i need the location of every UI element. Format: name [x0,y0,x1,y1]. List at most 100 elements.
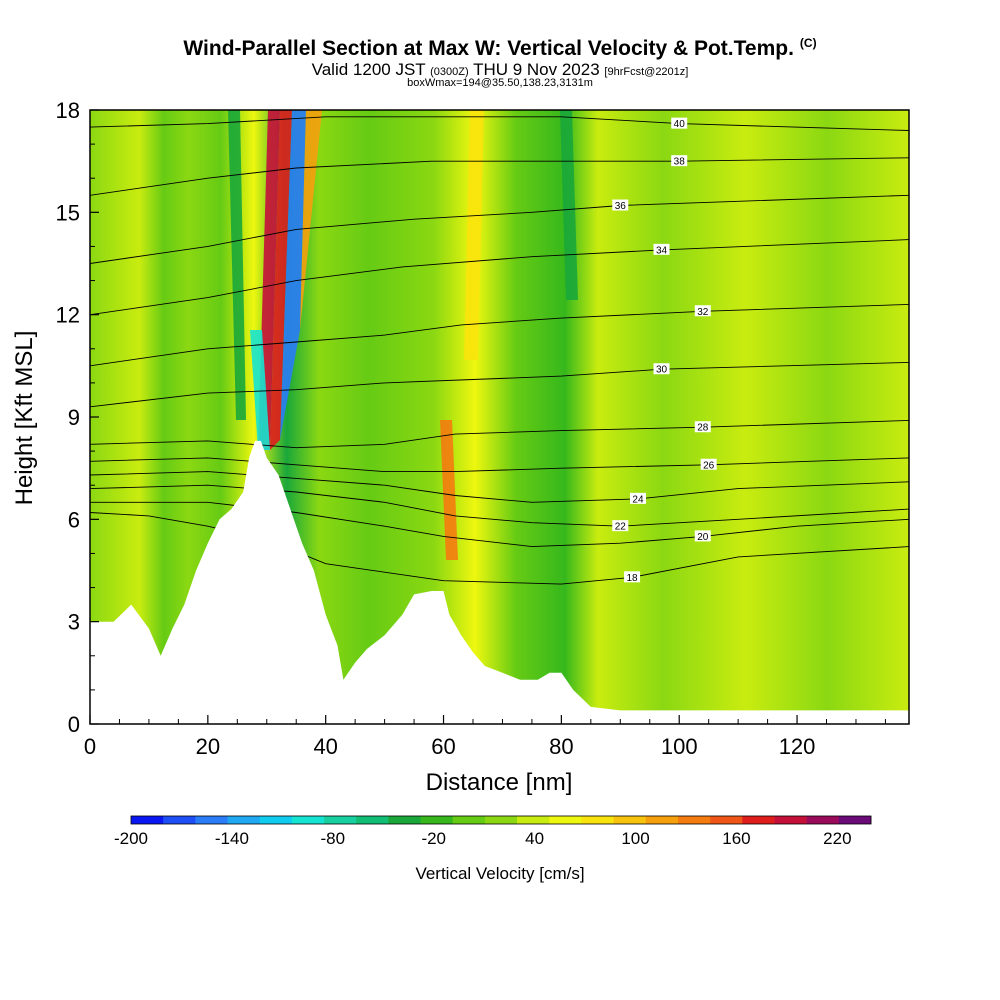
colorbar-swatch [163,816,196,824]
colorbar-swatch [838,816,872,824]
theta-contour-label: 20 [697,532,709,543]
colorbar-swatch [806,816,840,824]
terrain [90,440,909,724]
colorbar: -200 -140 -80 -20 40 100 160 220 [114,815,872,848]
velocity-band [228,110,246,420]
theta-contour-label-bg [694,421,711,433]
theta-contour-line [90,512,909,585]
colorbar-tick-label: -80 [321,829,346,848]
theta-contour-label: 40 [674,119,686,130]
x-tick-label: 100 [661,734,698,759]
theta-contour-label-bg [629,492,646,504]
theta-contour-label: 28 [697,423,709,434]
colorbar-swatch [420,816,454,824]
y-tick-label: 18 [56,98,80,123]
colorbar-swatch [259,816,293,824]
valid-date: THU 9 Nov 2023 [473,60,600,79]
colorbar-swatch [356,816,389,824]
colorbar-swatch [774,816,807,824]
y-tick-label: 0 [68,712,80,737]
velocity-band [300,110,322,330]
theta-contour-label-bg [671,117,688,129]
x-tick-label: 120 [779,734,816,759]
theta-contour-label-bg [694,305,711,317]
colorbar-swatch [324,816,357,824]
theta-contour-line [90,419,909,449]
velocity-band [270,110,292,450]
theta-contour-line [90,361,909,408]
forecast-info: [9hrFcst@2201z] [604,66,689,78]
theta-contour-label-bg [700,458,717,470]
velocity-field [228,110,578,560]
y-tick-label: 12 [56,303,80,328]
colorbar-tick-label: -140 [215,829,249,848]
theta-contour-label: 18 [627,573,639,584]
theta-contour-label-bg [671,155,688,167]
colorbar-swatch [581,816,614,824]
velocity-band [560,110,578,300]
colorbar-tick-label: 100 [621,829,649,848]
y-tick-label: 9 [68,405,80,430]
colorbar-frame [130,815,872,825]
colorbar-tick-label: 160 [722,829,750,848]
theta-contour-label-bg [653,363,670,375]
y-tick-label: 3 [68,610,80,635]
chart-title-text: Wind-Parallel Section at Max W: Vertical… [183,37,794,60]
velocity-band [280,110,306,440]
colorbar-tick-label: 220 [823,829,851,848]
colorbar-swatch [645,816,679,824]
y-tick-label: 15 [56,200,80,225]
theta-contour-label: 38 [674,157,686,168]
theta-contour-label: 26 [703,460,715,471]
theta-contour-label-bg [653,243,670,255]
colorbar-swatch [710,816,743,824]
x-tick-label: 80 [549,734,573,759]
colorbar-swatch [131,816,164,824]
velocity-band [464,110,484,360]
colorbar-swatch [677,816,711,824]
velocity-band [440,420,458,560]
theta-contour-label-bg [612,520,629,532]
terrain-fill [90,440,909,724]
theta-contour-label: 22 [615,522,627,533]
theta-contour-line [90,303,909,367]
theta-contours [90,116,909,585]
chart-title: Wind-Parallel Section at Max W: Vertical… [0,36,1000,61]
colorbar-swatch [517,816,550,824]
valid-prefix: Valid 1200 JST [311,60,426,79]
theta-contour-label-bg [612,199,629,211]
copyright-mark: (C) [799,36,817,50]
colorbar-title: Vertical Velocity [cm/s] [415,864,585,883]
x-axis-label: Distance [nm] [426,769,573,796]
colorbar-swatch [549,816,582,824]
colorbar-swatch [195,816,228,824]
valid-time-line: Valid 1200 JST (0300Z) THU 9 Nov 2023 [9… [0,60,1000,80]
theta-contour-label-bg [694,530,711,542]
colorbar-tick-label: -20 [421,829,446,848]
box-info: boxWmax=194@35.50,138.23,3131m [407,77,593,89]
theta-contour-label: 32 [697,307,709,318]
theta-contour-line [90,471,909,503]
colorbar-tick-label: 40 [525,829,544,848]
colorbar-swatch [291,816,325,824]
theta-contour-label-bg [624,571,641,583]
valid-zulu: (0300Z) [430,66,469,78]
theta-contour-line [90,457,909,473]
colorbar-swatch [742,816,775,824]
colorbar-swatch [452,816,486,824]
theta-contour-label: 30 [656,365,668,376]
x-tick-label: 40 [313,734,337,759]
colorbar-tick-label: -200 [114,829,148,848]
theta-contour-labels: 18 20 22 24 26 28 30 32 34 36 38 40 [612,117,717,584]
colorbar-swatch [484,816,518,824]
colorbar-swatch [227,816,260,824]
colorbar-swatch [613,816,647,824]
theta-contour-line [90,484,909,527]
y-axis-label: Height [Kft MSL] [11,331,38,506]
theta-contour-label: 36 [615,201,627,212]
x-tick-label: 20 [196,734,220,759]
x-tick-label: 60 [431,734,455,759]
theta-contour-label: 24 [632,494,644,505]
